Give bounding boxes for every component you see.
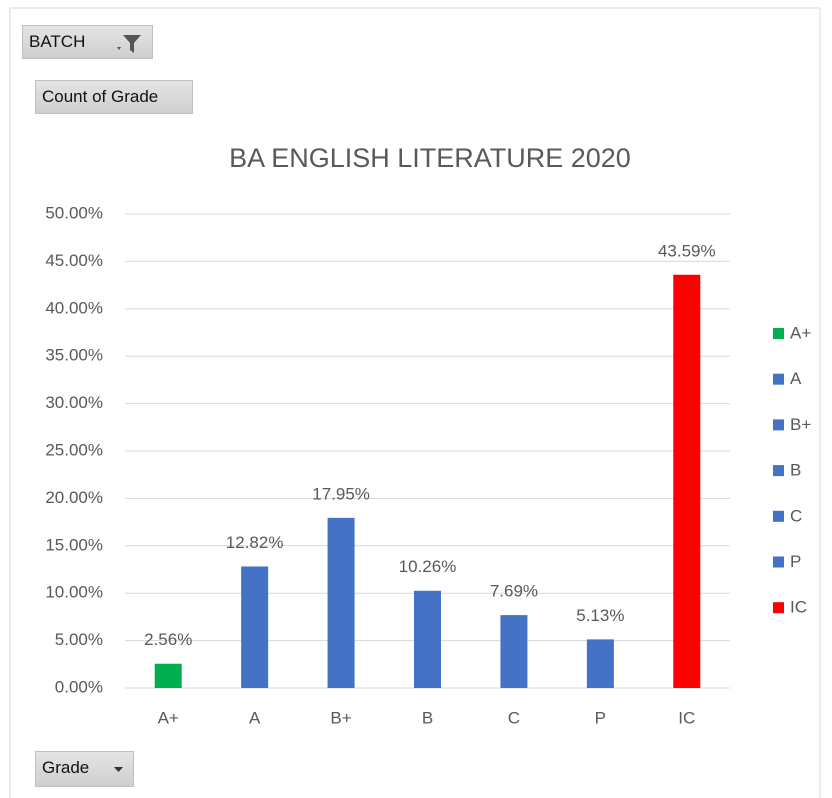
x-tick-label: IC	[678, 708, 695, 727]
legend-swatch	[773, 419, 784, 431]
value-label: 10.26%	[399, 557, 457, 576]
value-label: 17.95%	[312, 484, 370, 503]
bar	[414, 590, 441, 688]
filter-button-label: BATCH	[29, 32, 86, 51]
y-tick-label: 40.00%	[45, 298, 103, 317]
y-tick-label: 15.00%	[45, 535, 103, 554]
filter-button[interactable]: BATCH	[22, 25, 153, 59]
bar	[327, 517, 355, 688]
legend-label: C	[790, 506, 802, 525]
legend-label: B	[790, 461, 801, 480]
values-button-label: Count of Grade	[42, 87, 159, 106]
y-tick-label: 30.00%	[45, 393, 103, 412]
axis-button[interactable]: Grade	[35, 751, 134, 787]
legend-label: IC	[790, 598, 807, 617]
legend-swatch	[773, 556, 784, 568]
y-tick-label: 20.00%	[45, 488, 103, 507]
x-tick-label: P	[595, 708, 606, 727]
bar	[586, 639, 614, 688]
bar	[500, 615, 528, 688]
legend-label: A	[790, 369, 802, 388]
y-tick-label: 5.00%	[55, 630, 103, 649]
value-label: 12.82%	[226, 533, 284, 552]
y-tick-label: 10.00%	[45, 583, 103, 602]
filter-icon	[117, 35, 141, 53]
legend-swatch	[773, 465, 784, 477]
legend-swatch	[773, 328, 784, 339]
legend-label: A+	[790, 323, 811, 342]
bar	[673, 274, 701, 688]
y-tick-label: 45.00%	[45, 251, 103, 270]
chart-title: BA ENGLISH LITERATURE 2020	[229, 143, 631, 173]
x-tick-label: B	[422, 708, 433, 727]
y-tick-label: 50.00%	[45, 203, 103, 222]
legend-swatch	[773, 510, 784, 522]
dropdown-icon	[114, 767, 123, 772]
bar	[154, 663, 182, 688]
value-label: 5.13%	[576, 606, 624, 625]
x-tick-label: A+	[158, 708, 179, 727]
legend-label: P	[790, 552, 801, 571]
legend-label: B+	[790, 415, 811, 434]
y-tick-label: 25.00%	[45, 440, 103, 459]
legend-swatch	[773, 373, 784, 385]
x-tick-label: C	[508, 708, 520, 727]
x-tick-label: A	[249, 708, 261, 727]
bar	[241, 566, 269, 688]
value-label: 7.69%	[490, 582, 538, 601]
value-label: 43.59%	[658, 241, 716, 260]
y-tick-label: 35.00%	[45, 346, 103, 365]
x-tick-label: B+	[330, 708, 351, 727]
axis-button-label: Grade	[42, 758, 90, 777]
value-label: 2.56%	[144, 630, 192, 649]
legend-swatch	[773, 602, 784, 614]
chart-border	[9, 7, 821, 798]
y-tick-label: 0.00%	[55, 677, 103, 696]
values-button[interactable]: Count of Grade	[35, 80, 193, 114]
